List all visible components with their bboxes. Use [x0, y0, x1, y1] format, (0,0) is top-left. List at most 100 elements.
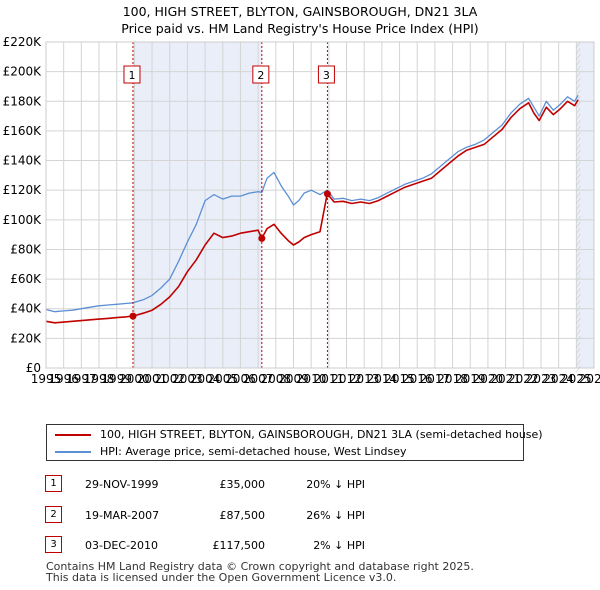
sale-badge: 2 [45, 506, 62, 523]
sale-label-box [123, 65, 141, 84]
hatch-line [576, 167, 581, 175]
x-tick-label: 2006 [225, 372, 256, 386]
hatch-line [576, 191, 581, 199]
footer: Contains HM Land Registry data © Crown c… [46, 561, 474, 583]
sale-price: £35,000 [219, 478, 266, 491]
hatch-line [576, 293, 581, 301]
hatch-line [576, 233, 581, 241]
hatch-line [576, 365, 581, 373]
hatch-line [576, 215, 581, 223]
x-tick-label: 2011 [314, 372, 345, 386]
hatch-line [576, 107, 581, 115]
y-tick-label: £100K [3, 213, 43, 227]
x-tick-label: 2003 [172, 372, 203, 386]
footer-line: Contains HM Land Registry data © Crown c… [46, 560, 474, 573]
x-tick-label: 2010 [296, 372, 327, 386]
sale-price: £87,500 [219, 509, 266, 522]
y-tick-label: £80K [10, 242, 42, 256]
grid-lines [45, 41, 595, 369]
hatch-line [576, 119, 581, 127]
x-tick-label: 2009 [278, 372, 309, 386]
price-chart: 1 2 3 £0 £20K £40K £60K £80K £100K £120K £140K £16… [3, 35, 600, 386]
y-tick-label: £220K [3, 35, 43, 49]
hatch-line [576, 287, 581, 295]
x-tick-label: 1995 [31, 372, 62, 386]
hatch-line [576, 53, 581, 61]
hatch-line [576, 359, 581, 367]
property-line [45, 99, 579, 324]
hatch-line [576, 77, 581, 85]
x-tick-label: 2023 [526, 372, 557, 386]
hatch-line [576, 317, 581, 325]
x-tick-label: 2013 [349, 372, 380, 386]
hatch-line [576, 323, 581, 331]
hatch-line [576, 149, 581, 157]
y-tick-label: £120K [3, 183, 43, 197]
x-tick-label: 1997 [66, 372, 97, 386]
hatch-line [576, 131, 581, 139]
sale-hpi-diff: 20% ↓ HPI [306, 478, 365, 491]
hatch-line [576, 311, 581, 319]
hatch-line [576, 179, 581, 187]
x-tick-label: 2014 [367, 372, 398, 386]
footer-line: This data is licensed under the Open Gov… [46, 571, 397, 584]
y-tick-label: £20K [10, 331, 42, 345]
sale-points [129, 190, 331, 320]
legend-label-property: 100, HIGH STREET, BLYTON, GAINSBOROUGH, … [100, 428, 543, 441]
sale-label-box [252, 65, 270, 84]
sale-date: 03-DEC-2010 [85, 539, 159, 552]
x-tick-label: 2004 [190, 372, 221, 386]
hatch-line [576, 59, 581, 67]
title-line: 100, HIGH STREET, BLYTON, GAINSBOROUGH, … [122, 4, 478, 19]
chart-title: 100, HIGH STREET, BLYTON, GAINSBOROUGH, … [0, 3, 600, 37]
hatch-line [576, 173, 581, 181]
sale-label-text: 1 [128, 69, 135, 82]
sale-label-text: 2 [257, 69, 264, 82]
hatch-line [576, 41, 581, 49]
hatch-line [576, 143, 581, 151]
legend-swatch-property [55, 434, 91, 436]
x-tick-label: 2020 [473, 372, 504, 386]
sale-label-boxes: 1 2 3 [123, 65, 335, 84]
hatch-line [576, 269, 581, 277]
x-tick-label: 2017 [420, 372, 451, 386]
x-tick-label: 1996 [48, 372, 79, 386]
sale-badge: 1 [45, 475, 62, 492]
sale-label-box [317, 65, 335, 84]
sale-price: £117,500 [212, 539, 266, 552]
x-tick-label: 2005 [208, 372, 239, 386]
hatch-line [576, 263, 581, 271]
hatch-line [576, 239, 581, 247]
y-tick-label: £160K [3, 124, 43, 138]
x-tick-label: 2021 [490, 372, 521, 386]
x-tick-label: 2025 [561, 372, 592, 386]
hatch-line [576, 209, 581, 217]
hatch-line [576, 113, 581, 121]
x-tick-label: 1998 [84, 372, 115, 386]
shaded-region [576, 42, 594, 368]
x-tick-label: 2024 [543, 372, 574, 386]
series-lines [45, 94, 579, 324]
hatch-line [576, 83, 581, 91]
x-tick-label: 2018 [437, 372, 468, 386]
sale-hpi-diff: 2% ↓ HPI [313, 539, 365, 552]
legend-label-hpi: HPI: Average price, semi-detached house,… [100, 445, 407, 458]
sale-date: 29-NOV-1999 [85, 478, 159, 491]
hatch-line [576, 197, 581, 205]
sale-point [129, 312, 137, 320]
hatch-line [576, 251, 581, 259]
hatch-line [576, 281, 581, 289]
y-tick-label: £200K [3, 65, 43, 79]
hatch-line [576, 257, 581, 265]
subtitle-line: Price paid vs. HM Land Registry's House … [121, 21, 479, 36]
hatch-line [576, 71, 581, 79]
x-tick-label: 2008 [261, 372, 292, 386]
x-tick-label: 2022 [508, 372, 539, 386]
hatch-line [576, 341, 581, 349]
x-tick-label: 2026 [579, 372, 600, 386]
hatch-line [576, 335, 581, 343]
x-tick-label: 1999 [101, 372, 132, 386]
hatch-line [576, 89, 581, 97]
x-tick-label: 2001 [137, 372, 168, 386]
sale-point [323, 190, 331, 198]
